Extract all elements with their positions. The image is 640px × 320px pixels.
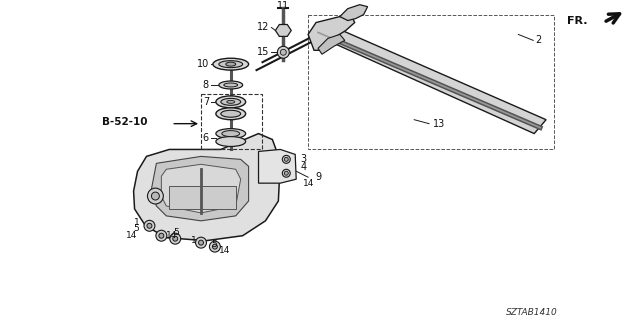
Ellipse shape xyxy=(216,108,246,120)
Text: 2: 2 xyxy=(535,36,541,45)
Text: 4: 4 xyxy=(300,162,307,172)
Circle shape xyxy=(198,240,204,245)
Ellipse shape xyxy=(221,98,241,105)
Text: 15: 15 xyxy=(257,47,269,57)
Polygon shape xyxy=(314,22,546,133)
Text: 14: 14 xyxy=(126,231,138,240)
Ellipse shape xyxy=(222,131,240,137)
Circle shape xyxy=(147,188,163,204)
Circle shape xyxy=(156,230,167,241)
Circle shape xyxy=(280,49,286,55)
Ellipse shape xyxy=(216,96,246,108)
Circle shape xyxy=(170,233,180,244)
Ellipse shape xyxy=(221,110,241,117)
Circle shape xyxy=(196,237,207,248)
Text: 5: 5 xyxy=(211,240,217,249)
Polygon shape xyxy=(308,17,355,50)
Text: 6: 6 xyxy=(203,132,209,142)
Circle shape xyxy=(144,220,155,231)
Text: B-52-10: B-52-10 xyxy=(102,117,147,127)
Text: 14: 14 xyxy=(219,246,230,255)
Ellipse shape xyxy=(226,62,236,66)
Polygon shape xyxy=(275,25,291,36)
Text: 14: 14 xyxy=(166,231,177,240)
Circle shape xyxy=(284,157,288,161)
Ellipse shape xyxy=(224,83,237,87)
Text: 3: 3 xyxy=(300,154,307,164)
Text: 10: 10 xyxy=(196,59,209,69)
Circle shape xyxy=(282,169,291,177)
Circle shape xyxy=(209,241,220,252)
Text: 5: 5 xyxy=(134,224,140,233)
Ellipse shape xyxy=(227,100,235,103)
Text: 5: 5 xyxy=(173,228,179,237)
Ellipse shape xyxy=(216,137,246,147)
Circle shape xyxy=(282,156,291,163)
Text: FR.: FR. xyxy=(567,16,588,26)
Text: 13: 13 xyxy=(433,119,445,129)
Polygon shape xyxy=(161,164,241,213)
Text: 12: 12 xyxy=(257,22,269,32)
Text: 8: 8 xyxy=(203,80,209,90)
Polygon shape xyxy=(259,149,296,183)
Text: 14: 14 xyxy=(303,179,314,188)
Circle shape xyxy=(277,46,289,58)
Text: 1: 1 xyxy=(134,218,140,227)
Ellipse shape xyxy=(213,58,248,70)
Text: 9: 9 xyxy=(315,172,321,182)
Ellipse shape xyxy=(219,81,243,89)
Circle shape xyxy=(159,233,164,238)
Polygon shape xyxy=(152,156,248,221)
Polygon shape xyxy=(134,133,280,241)
Text: SZTAB1410: SZTAB1410 xyxy=(506,308,558,316)
Polygon shape xyxy=(169,186,236,209)
Ellipse shape xyxy=(219,61,243,68)
Text: 11: 11 xyxy=(277,1,289,11)
Ellipse shape xyxy=(216,129,246,139)
Circle shape xyxy=(284,171,288,175)
Text: 7: 7 xyxy=(203,97,209,107)
Circle shape xyxy=(152,192,159,200)
Circle shape xyxy=(147,223,152,228)
Polygon shape xyxy=(340,5,367,20)
Polygon shape xyxy=(318,35,345,54)
Circle shape xyxy=(212,244,218,249)
Text: 1: 1 xyxy=(191,236,197,245)
Circle shape xyxy=(173,236,178,241)
